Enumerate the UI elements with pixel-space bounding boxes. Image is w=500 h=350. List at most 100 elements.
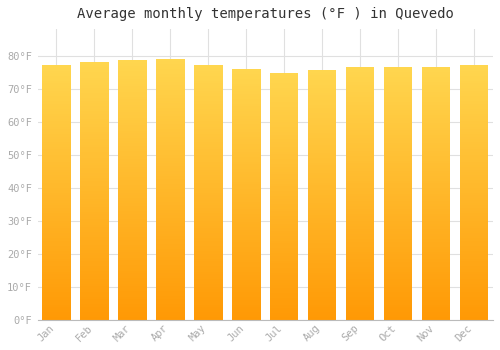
Bar [118,237,146,239]
Bar [194,312,222,315]
Bar [346,153,374,156]
Bar [156,75,184,77]
Bar [194,104,222,106]
Bar [80,170,108,173]
Bar [308,170,336,173]
Bar [42,190,70,193]
Bar [118,289,146,292]
Bar [384,171,412,173]
Bar [460,218,488,221]
Bar [460,177,488,180]
Bar [422,146,450,148]
Bar [80,312,108,315]
Bar [270,194,298,196]
Bar [308,108,336,110]
Bar [270,184,298,187]
Bar [308,258,336,260]
Bar [80,284,108,286]
Bar [270,162,298,164]
Bar [460,114,488,116]
Bar [232,102,260,104]
Bar [270,88,298,90]
Bar [80,227,108,230]
Bar [346,267,374,270]
Bar [384,287,412,289]
Bar [346,125,374,128]
Bar [346,270,374,272]
Bar [384,252,412,254]
Bar [346,252,374,254]
Bar [42,152,70,154]
Bar [346,209,374,211]
Bar [80,98,108,101]
Bar [156,166,184,168]
Bar [308,273,336,275]
Bar [156,179,184,182]
Bar [270,266,298,268]
Bar [80,297,108,299]
Bar [384,270,412,272]
Bar [118,271,146,273]
Bar [346,75,374,77]
Bar [270,137,298,139]
Bar [118,201,146,203]
Bar [80,199,108,201]
Bar [156,268,184,270]
Bar [232,174,260,177]
Bar [118,167,146,169]
Bar [308,228,336,230]
Bar [194,198,222,200]
Bar [384,163,412,166]
Bar [80,101,108,103]
Bar [346,206,374,209]
Bar [346,216,374,219]
Bar [156,121,184,124]
Bar [346,259,374,262]
Bar [346,262,374,264]
Bar [42,144,70,147]
Bar [308,245,336,247]
Bar [346,178,374,181]
Bar [384,188,412,191]
Bar [80,124,108,127]
Bar [346,310,374,312]
Bar [346,148,374,150]
Bar [308,310,336,313]
Bar [270,238,298,241]
Bar [194,264,222,266]
Bar [422,107,450,110]
Bar [346,156,374,158]
Bar [42,249,70,251]
Bar [80,209,108,212]
Bar [422,229,450,231]
Bar [270,241,298,243]
Title: Average monthly temperatures (°F ) in Quevedo: Average monthly temperatures (°F ) in Qu… [77,7,454,21]
Bar [270,216,298,218]
Bar [460,292,488,294]
Bar [156,296,184,299]
Bar [156,111,184,114]
Bar [384,150,412,153]
Bar [308,208,336,210]
Bar [194,218,222,221]
Bar [422,274,450,277]
Bar [460,134,488,137]
Bar [42,289,70,292]
Bar [384,87,412,90]
Bar [346,166,374,168]
Bar [232,154,260,157]
Bar [118,242,146,245]
Bar [270,280,298,283]
Bar [346,239,374,241]
Bar [80,271,108,274]
Bar [384,161,412,163]
Bar [460,289,488,292]
Bar [270,206,298,209]
Bar [194,144,222,147]
Bar [42,167,70,170]
Bar [270,73,298,75]
Bar [118,81,146,84]
Bar [232,149,260,152]
Bar [80,232,108,235]
Bar [270,179,298,182]
